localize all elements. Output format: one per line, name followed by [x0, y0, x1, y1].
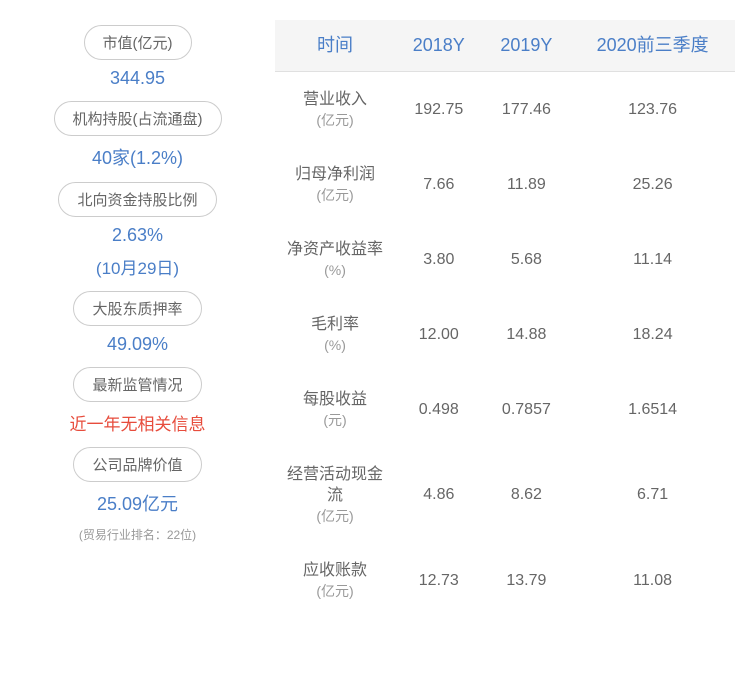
institutional-holding-item: 机构持股(占流通盘) 40家(1.2%) [15, 101, 260, 176]
value-cell: 7.66 [395, 147, 483, 222]
header-2018: 2018Y [395, 20, 483, 72]
metric-cell: 归母净利润 (亿元) [275, 147, 395, 222]
institutional-holding-label: 机构持股(占流通盘) [54, 101, 222, 136]
right-table-panel: 时间 2018Y 2019Y 2020前三季度 营业收入 (亿元) 192.75… [275, 20, 735, 658]
header-2019: 2019Y [483, 20, 571, 72]
pledge-rate-label: 大股东质押率 [73, 291, 201, 326]
pledge-rate-item: 大股东质押率 49.09% [15, 291, 260, 361]
metric-name: 毛利率 [283, 315, 387, 336]
metric-name: 经营活动现金流 [283, 465, 387, 507]
value-cell: 192.75 [395, 72, 483, 147]
pledge-rate-value: 49.09% [107, 334, 168, 355]
table-body: 营业收入 (亿元) 192.75 177.46 123.76 归母净利润 (亿元… [275, 72, 735, 618]
table-row: 经营活动现金流 (亿元) 4.86 8.62 6.71 [275, 447, 735, 543]
value-cell: 123.76 [570, 72, 735, 147]
metric-unit: (亿元) [283, 507, 387, 525]
value-cell: 11.89 [483, 147, 571, 222]
metric-unit: (%) [283, 261, 387, 279]
metric-name: 净资产收益率 [283, 240, 387, 261]
brand-value-item: 公司品牌价值 25.09亿元 (贸易行业排名：22位) [15, 447, 260, 543]
header-2020q3: 2020前三季度 [570, 20, 735, 72]
metric-unit: (亿元) [283, 582, 387, 600]
value-cell: 11.08 [570, 543, 735, 618]
value-cell: 5.68 [483, 222, 571, 297]
value-cell: 13.79 [483, 543, 571, 618]
financial-table: 时间 2018Y 2019Y 2020前三季度 营业收入 (亿元) 192.75… [275, 20, 735, 618]
metric-cell: 营业收入 (亿元) [275, 72, 395, 147]
table-row: 营业收入 (亿元) 192.75 177.46 123.76 [275, 72, 735, 147]
metric-cell: 经营活动现金流 (亿元) [275, 447, 395, 543]
northbound-holding-label: 北向资金持股比例 [58, 182, 216, 217]
value-cell: 25.26 [570, 147, 735, 222]
metric-name: 营业收入 [283, 90, 387, 111]
market-cap-item: 市值(亿元) 344.95 [15, 25, 260, 95]
value-cell: 6.71 [570, 447, 735, 543]
northbound-holding-value: 2.63% [112, 225, 163, 246]
value-cell: 4.86 [395, 447, 483, 543]
metric-name: 归母净利润 [283, 165, 387, 186]
metric-cell: 应收账款 (亿元) [275, 543, 395, 618]
metric-cell: 毛利率 (%) [275, 297, 395, 372]
value-cell: 0.7857 [483, 372, 571, 447]
table-row: 应收账款 (亿元) 12.73 13.79 11.08 [275, 543, 735, 618]
brand-value-note: (贸易行业排名：22位) [79, 526, 196, 543]
institutional-holding-value: 40家(1.2%) [92, 144, 183, 170]
table-row: 净资产收益率 (%) 3.80 5.68 11.14 [275, 222, 735, 297]
table-row: 每股收益 (元) 0.498 0.7857 1.6514 [275, 372, 735, 447]
value-cell: 11.14 [570, 222, 735, 297]
regulatory-label: 最新监管情况 [73, 367, 201, 402]
metric-unit: (亿元) [283, 186, 387, 204]
value-cell: 12.00 [395, 297, 483, 372]
brand-value-label: 公司品牌价值 [73, 447, 201, 482]
metric-unit: (亿元) [283, 111, 387, 129]
value-cell: 0.498 [395, 372, 483, 447]
table-row: 毛利率 (%) 12.00 14.88 18.24 [275, 297, 735, 372]
regulatory-item: 最新监管情况 近一年无相关信息 [15, 367, 260, 441]
table-header: 时间 2018Y 2019Y 2020前三季度 [275, 20, 735, 72]
value-cell: 18.24 [570, 297, 735, 372]
value-cell: 12.73 [395, 543, 483, 618]
metric-cell: 每股收益 (元) [275, 372, 395, 447]
market-cap-label: 市值(亿元) [84, 25, 192, 60]
left-info-panel: 市值(亿元) 344.95 机构持股(占流通盘) 40家(1.2%) 北向资金持… [15, 20, 260, 658]
metric-cell: 净资产收益率 (%) [275, 222, 395, 297]
value-cell: 3.80 [395, 222, 483, 297]
value-cell: 8.62 [483, 447, 571, 543]
metric-name: 每股收益 [283, 390, 387, 411]
value-cell: 1.6514 [570, 372, 735, 447]
metric-name: 应收账款 [283, 561, 387, 582]
header-time: 时间 [275, 20, 395, 72]
table-header-row: 时间 2018Y 2019Y 2020前三季度 [275, 20, 735, 72]
value-cell: 177.46 [483, 72, 571, 147]
table-row: 归母净利润 (亿元) 7.66 11.89 25.26 [275, 147, 735, 222]
metric-unit: (%) [283, 336, 387, 354]
metric-unit: (元) [283, 411, 387, 429]
northbound-holding-date: (10月29日) [96, 254, 179, 279]
market-cap-value: 344.95 [110, 68, 165, 89]
value-cell: 14.88 [483, 297, 571, 372]
northbound-holding-item: 北向资金持股比例 2.63% (10月29日) [15, 182, 260, 285]
brand-value-value: 25.09亿元 [97, 490, 178, 516]
regulatory-value: 近一年无相关信息 [70, 410, 206, 435]
